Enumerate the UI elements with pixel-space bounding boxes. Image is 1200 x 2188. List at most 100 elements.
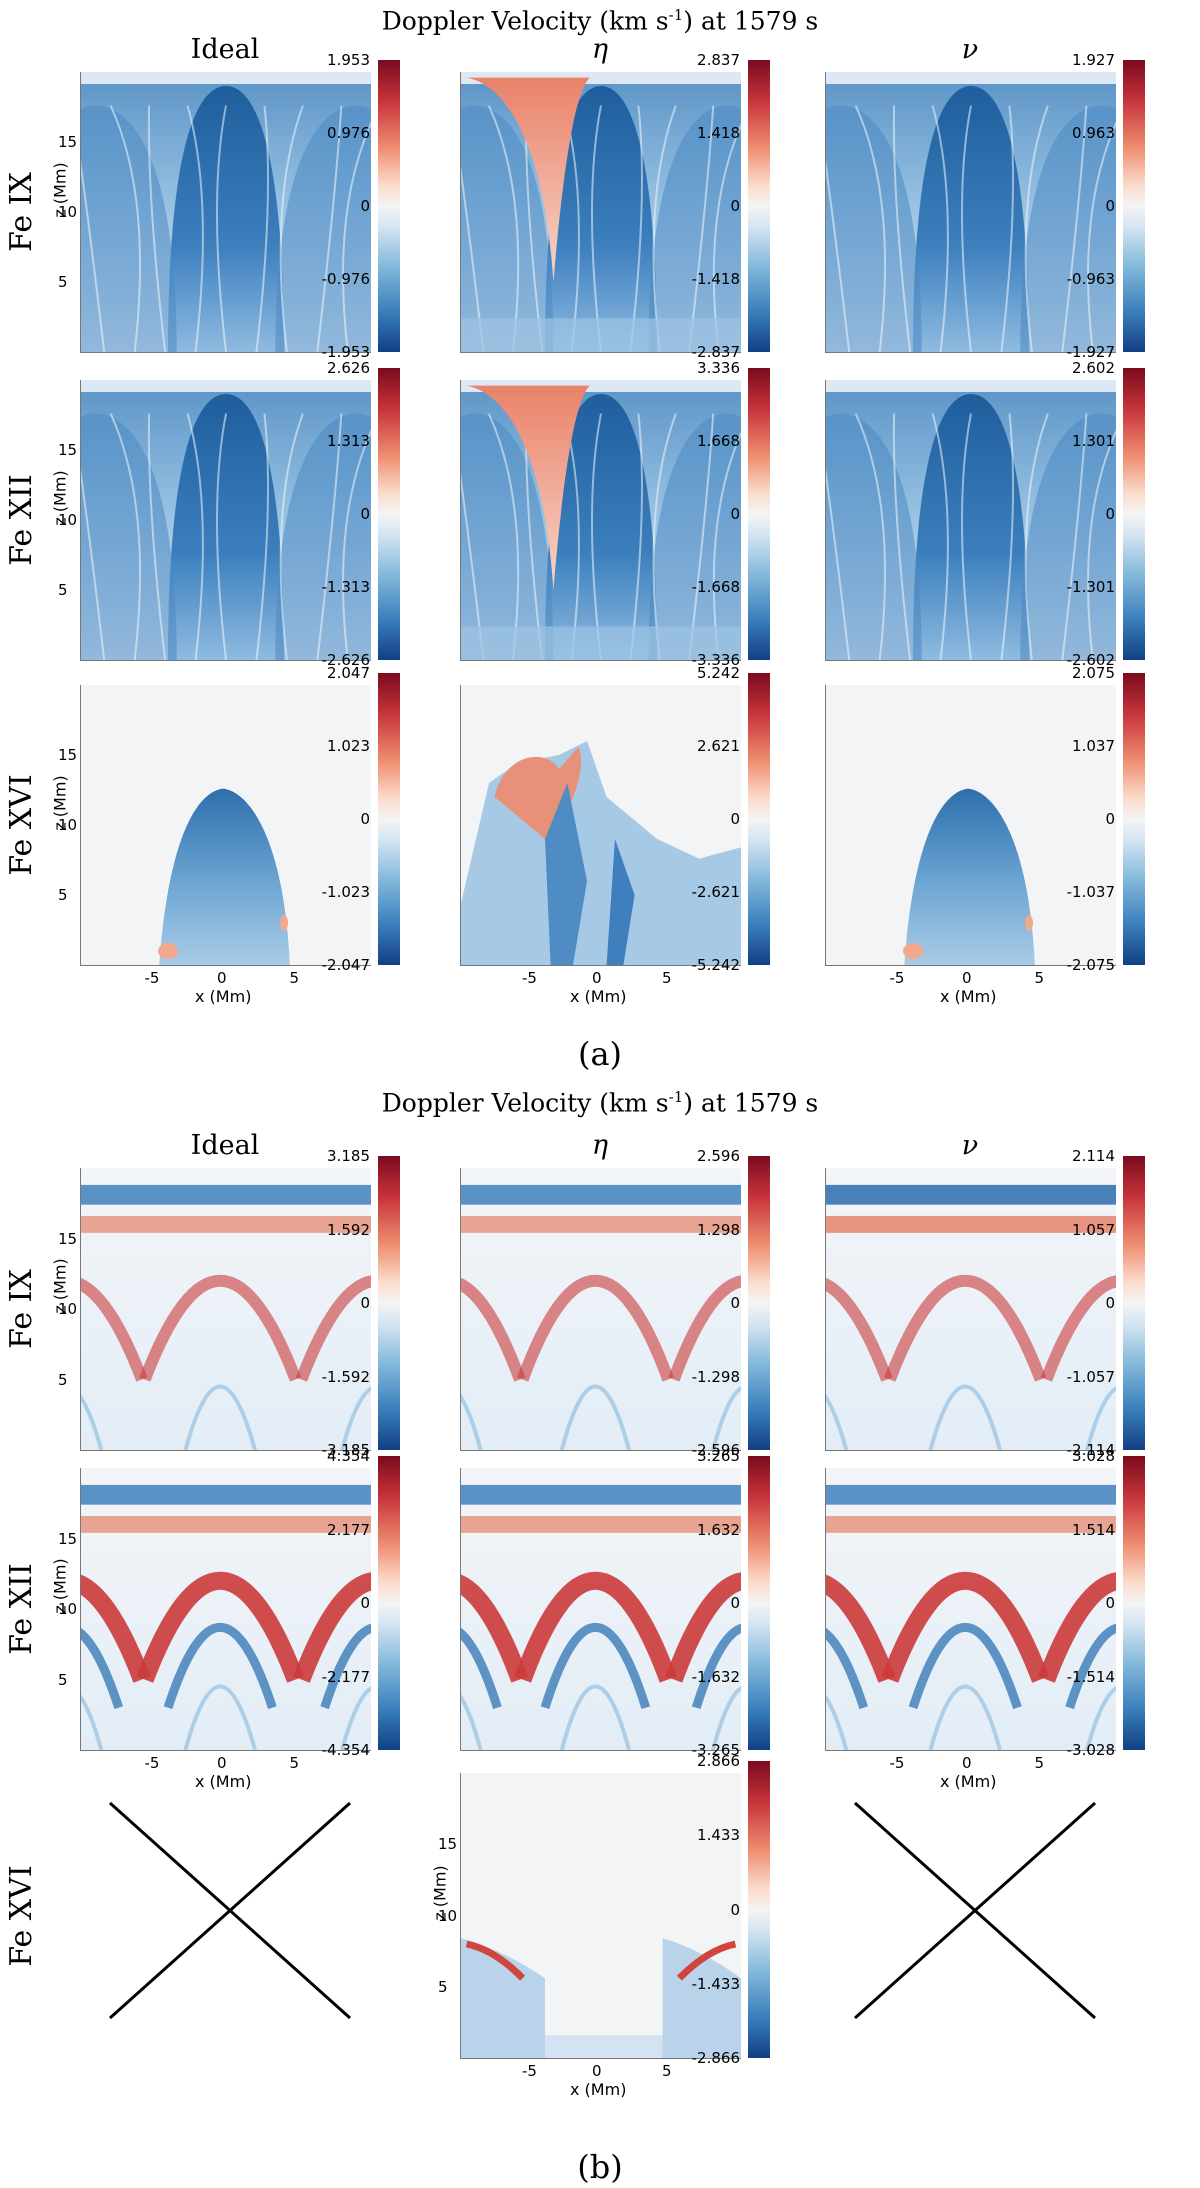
x-axis-label: x (Mm)	[195, 1772, 252, 1791]
fan-line	[186, 413, 204, 660]
blue-arc	[320, 1623, 371, 1710]
side-blue-dome	[81, 105, 177, 352]
red-arc	[465, 1940, 526, 1981]
colorbar-tick-label: -1.953	[321, 343, 370, 361]
colorbar-tick-label: 2.866	[697, 1752, 740, 1770]
x-tick-label: 5	[1034, 969, 1045, 987]
y-tick-label: 10	[58, 1600, 78, 1618]
fan-line	[892, 413, 912, 660]
velocity-field	[81, 685, 371, 965]
field-top-band	[81, 380, 371, 392]
colorbar-tick-label: 1.592	[327, 1220, 370, 1239]
fan-line	[109, 105, 142, 352]
colorbar-tick-label: 3.185	[327, 1147, 370, 1165]
x-tick-label: -5	[144, 969, 160, 987]
colorbar	[1123, 673, 1145, 965]
doppler-panel	[460, 72, 741, 353]
fan-line	[109, 413, 142, 660]
red-arc	[461, 1278, 526, 1382]
inner-arc	[340, 1686, 371, 1750]
y-tick-label: 10	[58, 816, 78, 834]
x-tick-label: -5	[144, 1754, 160, 1772]
colorbar-tick-label: 3.265	[697, 1447, 740, 1465]
subfigure-caption: (a)	[577, 1035, 623, 1073]
fan-line	[1024, 413, 1049, 660]
no-data-cross	[108, 1801, 352, 2020]
fan-line	[591, 413, 602, 660]
red-flank	[466, 385, 590, 590]
doppler-panel	[80, 72, 371, 353]
inner-arc	[183, 1384, 257, 1450]
fan-line	[316, 413, 343, 660]
colorbar-tick-label: 2.626	[327, 359, 370, 377]
red-arc	[665, 1572, 741, 1683]
doppler-panel	[825, 1468, 1116, 1751]
row-label: Fe IX	[4, 1269, 39, 1349]
x-axis-label: x (Mm)	[940, 1772, 997, 1791]
doppler-panel	[825, 1168, 1116, 1451]
row-label: Fe IX	[4, 172, 39, 252]
fan-line	[591, 105, 602, 352]
title-text: Doppler Velocity (km s	[381, 1088, 669, 1118]
y-tick-label: 5	[58, 886, 68, 904]
velocity-field	[81, 380, 371, 660]
colorbar-tick-label: -1.301	[1066, 578, 1115, 596]
colorbar-tick-label: 1.668	[697, 432, 740, 450]
figure-title: Doppler Velocity (km s-1) at 1579 s	[0, 6, 1200, 35]
fan-line	[461, 165, 485, 352]
velocity-field	[81, 1168, 371, 1450]
y-tick-label: 5	[438, 1977, 448, 1996]
blue-cone	[159, 788, 290, 965]
fan-line	[688, 413, 715, 660]
colorbar-tick-label: -0.963	[1066, 270, 1115, 288]
footpoint-region	[461, 1938, 545, 2058]
blue-arc	[826, 1628, 868, 1710]
red-footpoint	[280, 915, 288, 931]
colorbar	[1123, 1456, 1145, 1750]
top-red-band	[826, 1515, 1116, 1533]
colorbar-tick-label: 5.242	[697, 664, 740, 682]
fan-line	[487, 413, 520, 660]
colorbar-tick-label: -2.866	[691, 2049, 740, 2067]
blue-arc	[81, 1628, 123, 1710]
side-blue-dome	[81, 413, 177, 660]
colorbar-tick-label: 1.927	[1072, 51, 1115, 69]
row-label: Fe XVI	[4, 774, 39, 876]
velocity-field	[461, 380, 741, 660]
x-tick-label: 0	[962, 969, 972, 987]
velocity-field	[826, 1468, 1116, 1750]
column-header: Ideal	[190, 34, 260, 65]
red-arc	[81, 1278, 148, 1382]
y-tick-label: 15	[58, 441, 78, 459]
red-arc	[1040, 1275, 1116, 1382]
title-tail: ) at 1579 s	[683, 6, 819, 36]
inner-arc	[559, 1384, 631, 1450]
top-red-band	[826, 1215, 1116, 1233]
y-tick-label: 5	[58, 273, 68, 291]
doppler-panel	[825, 685, 1116, 966]
colorbar-tick-label: -3.028	[1066, 1741, 1115, 1759]
inner-arc	[711, 1686, 741, 1750]
inner-arc	[826, 1694, 849, 1750]
fan-line	[1087, 121, 1116, 352]
red-arc	[139, 1275, 302, 1382]
fan-line	[961, 413, 972, 660]
inner-arc	[928, 1684, 1002, 1750]
fan-line	[629, 413, 643, 660]
doppler-panel	[460, 380, 741, 661]
base-band	[461, 318, 741, 352]
inner-arc	[928, 1384, 1002, 1450]
y-tick-label: 10	[58, 1300, 78, 1318]
inner-arc	[1085, 1686, 1116, 1750]
fan-line	[81, 159, 106, 352]
colorbar-tick-label: 1.037	[1072, 737, 1115, 755]
row-label: Fe XII	[4, 474, 39, 566]
y-axis-label: z (Mm)	[50, 469, 70, 526]
inner-arc	[81, 1694, 104, 1750]
x-axis-label: x (Mm)	[570, 2080, 627, 2099]
colorbar-tick-label: 1.632	[697, 1520, 740, 1539]
x-tick-label: 5	[289, 1754, 300, 1772]
doppler-panel	[460, 1168, 741, 1451]
side-blue-dome	[826, 105, 922, 352]
x-tick-label: 5	[662, 2062, 672, 2080]
